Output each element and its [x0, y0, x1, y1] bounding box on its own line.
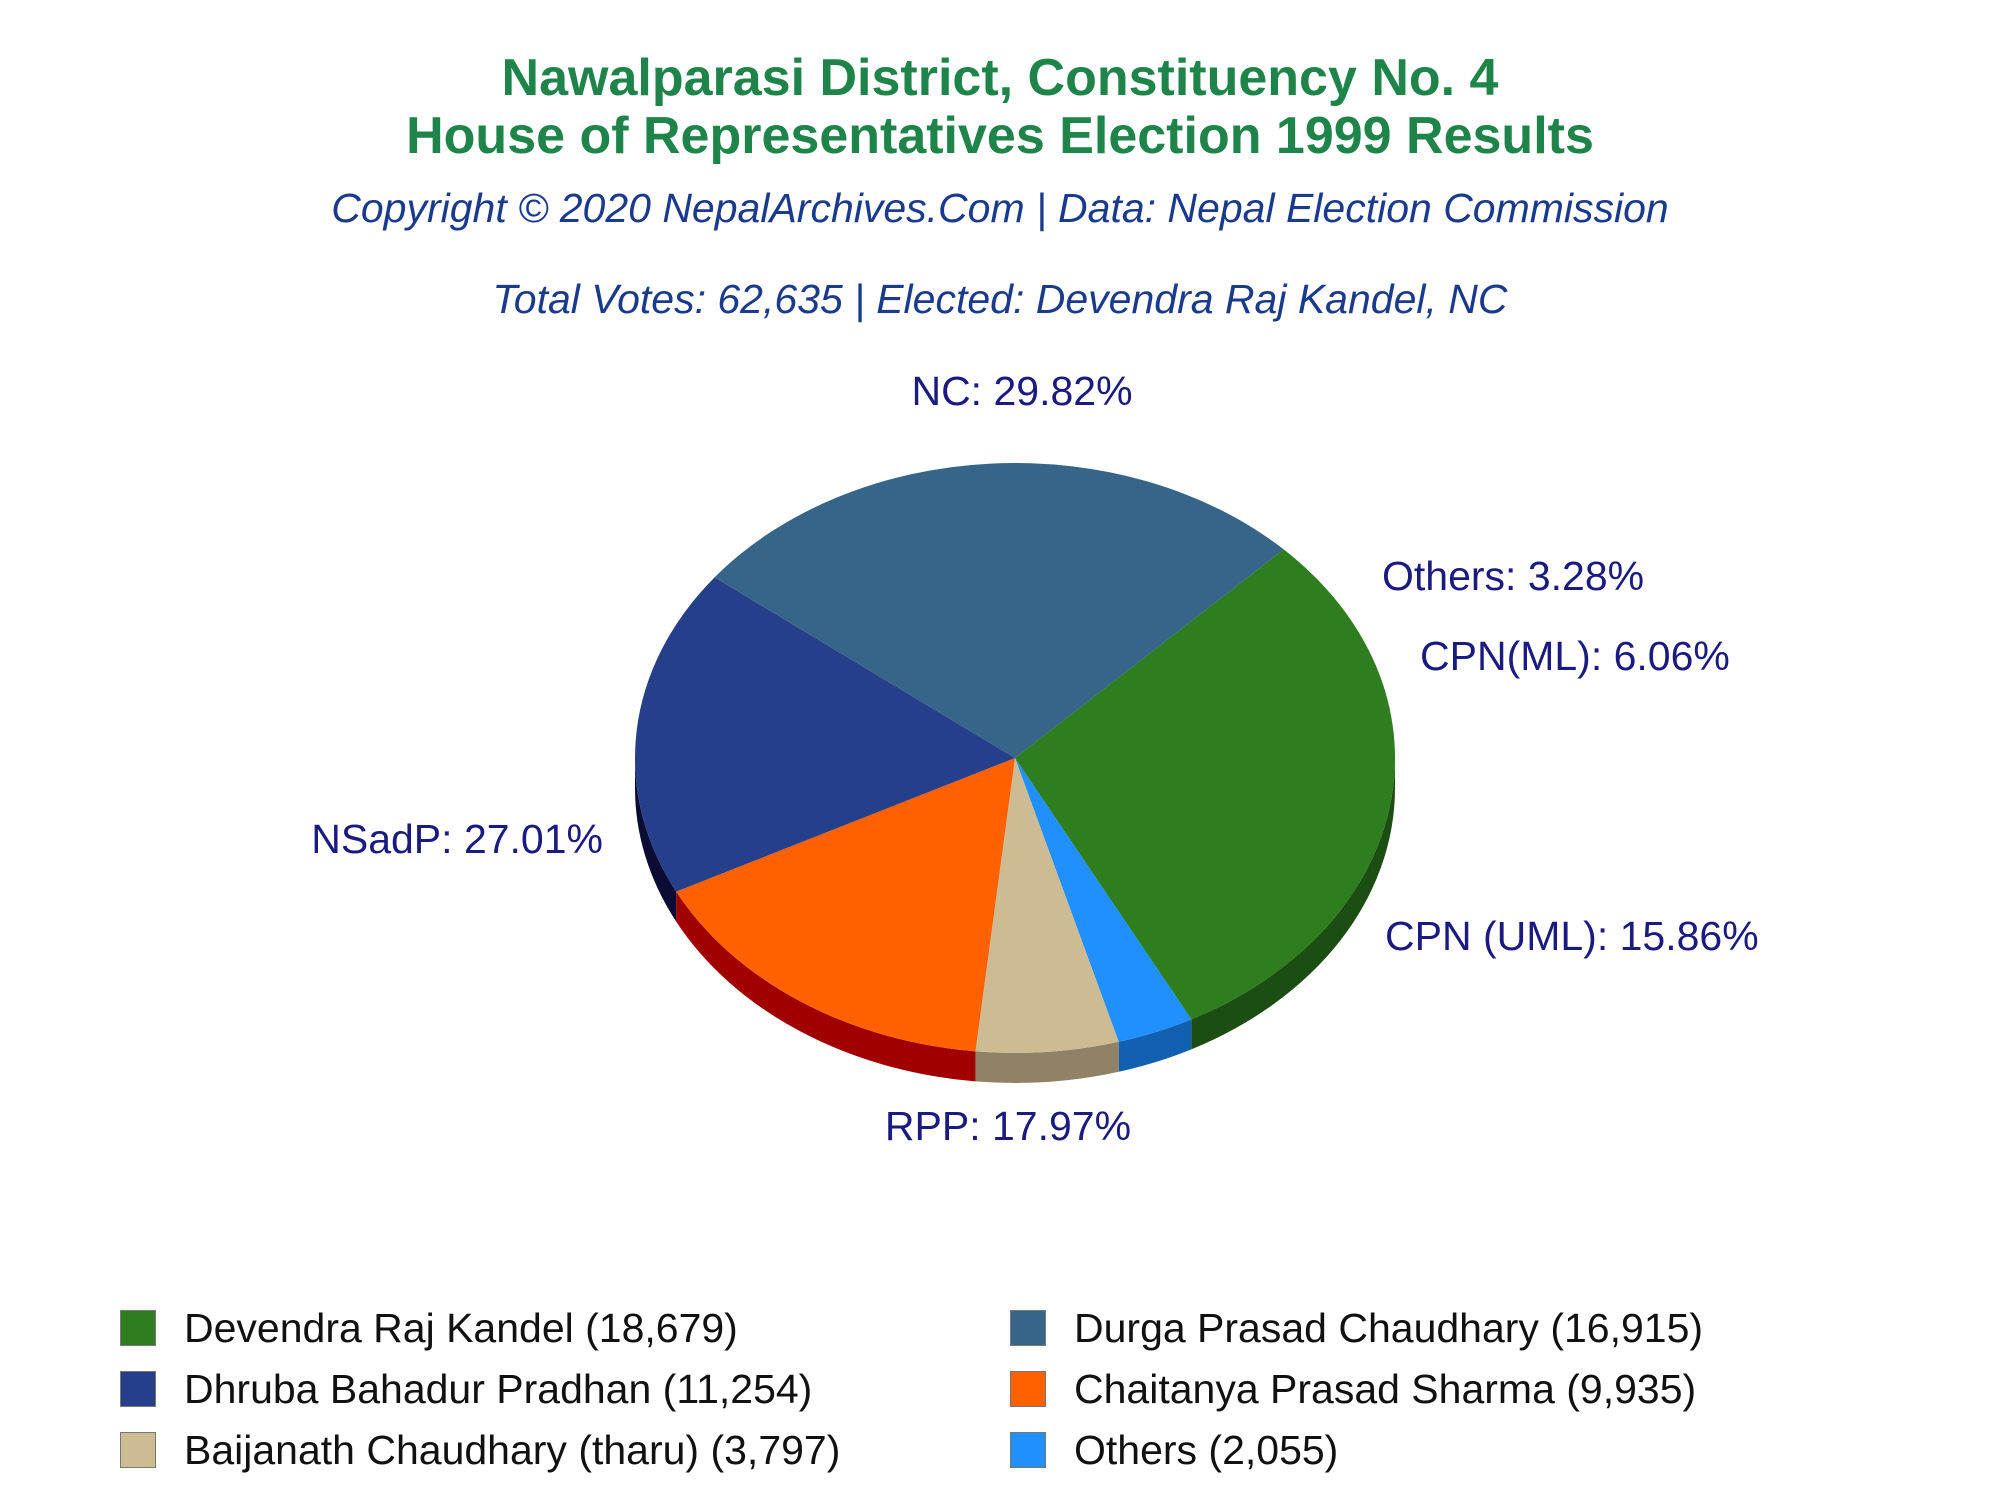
legend-item: Devendra Raj Kandel (18,679) — [120, 1300, 738, 1356]
pie-side-cpn-ml — [975, 1041, 1119, 1083]
legend-swatch — [1010, 1310, 1046, 1346]
chart-title-line1: Nawalparasi District, Constituency No. 4 — [501, 49, 1499, 107]
legend-item: Dhruba Bahadur Pradhan (11,254) — [120, 1361, 812, 1417]
total-votes-subtitle: Total Votes: 62,635 | Elected: Devendra … — [492, 276, 1508, 322]
slice-label-others: Others: 3.28% — [1382, 553, 1644, 599]
legend-swatch — [120, 1310, 156, 1346]
copyright-subtitle: Copyright © 2020 NepalArchives.Com | Dat… — [331, 185, 1669, 231]
legend-label: Durga Prasad Chaudhary (16,915) — [1074, 1304, 1704, 1351]
legend-label: Chaitanya Prasad Sharma (9,935) — [1074, 1365, 1697, 1412]
pie-slice-nsadp — [714, 463, 1284, 758]
slice-label-cpn-ml: CPN(ML): 6.06% — [1420, 633, 1730, 679]
legend-label: Baijanath Chaudhary (tharu) (3,797) — [184, 1426, 841, 1473]
pie-side-rpp — [635, 758, 677, 922]
legend-item: Baijanath Chaudhary (tharu) (3,797) — [120, 1422, 840, 1478]
pie-slice-rpp — [634, 577, 1015, 892]
pie-slice-labels: NC: 29.82% Others: 3.28% CPN(ML): 6.06% CPN… — [311, 368, 1758, 1149]
legend-swatch — [120, 1432, 156, 1468]
pie-slice-others — [1015, 758, 1192, 1042]
legend-item: Others (2,055) — [1010, 1422, 1338, 1478]
pie-side-cpn-uml — [676, 891, 976, 1082]
legend-swatch — [120, 1371, 156, 1407]
pie-chart: NC: 29.82% Others: 3.28% CPN(ML): 6.06% CPN… — [311, 368, 1758, 1149]
slice-label-rpp: RPP: 17.97% — [885, 1103, 1131, 1149]
legend-label: Devendra Raj Kandel (18,679) — [184, 1304, 738, 1351]
chart-title-line2: House of Representatives Election 1999 R… — [406, 107, 1594, 165]
legend-label: Others (2,055) — [1074, 1426, 1339, 1473]
slice-label-nc: NC: 29.82% — [911, 368, 1132, 414]
pie-slice-cpn-uml — [676, 758, 1015, 1052]
legend-item: Durga Prasad Chaudhary (16,915) — [1010, 1300, 1703, 1356]
legend-label: Dhruba Bahadur Pradhan (11,254) — [184, 1365, 813, 1412]
pie-slice-nc — [1015, 549, 1395, 1020]
pie-side-nc — [1191, 758, 1395, 1050]
slice-label-cpn-uml: CPN (UML): 15.86% — [1385, 913, 1759, 959]
pie-slice-cpn-ml — [975, 758, 1119, 1053]
pie-slices — [634, 463, 1395, 1053]
pie-side-others — [1118, 1019, 1192, 1072]
pie-depth-sides — [635, 758, 1395, 1083]
slice-label-nsadp: NSadP: 27.01% — [311, 816, 603, 862]
legend-swatch — [1010, 1371, 1046, 1407]
legend-item: Chaitanya Prasad Sharma (9,935) — [1010, 1361, 1696, 1417]
legend-swatch — [1010, 1432, 1046, 1468]
